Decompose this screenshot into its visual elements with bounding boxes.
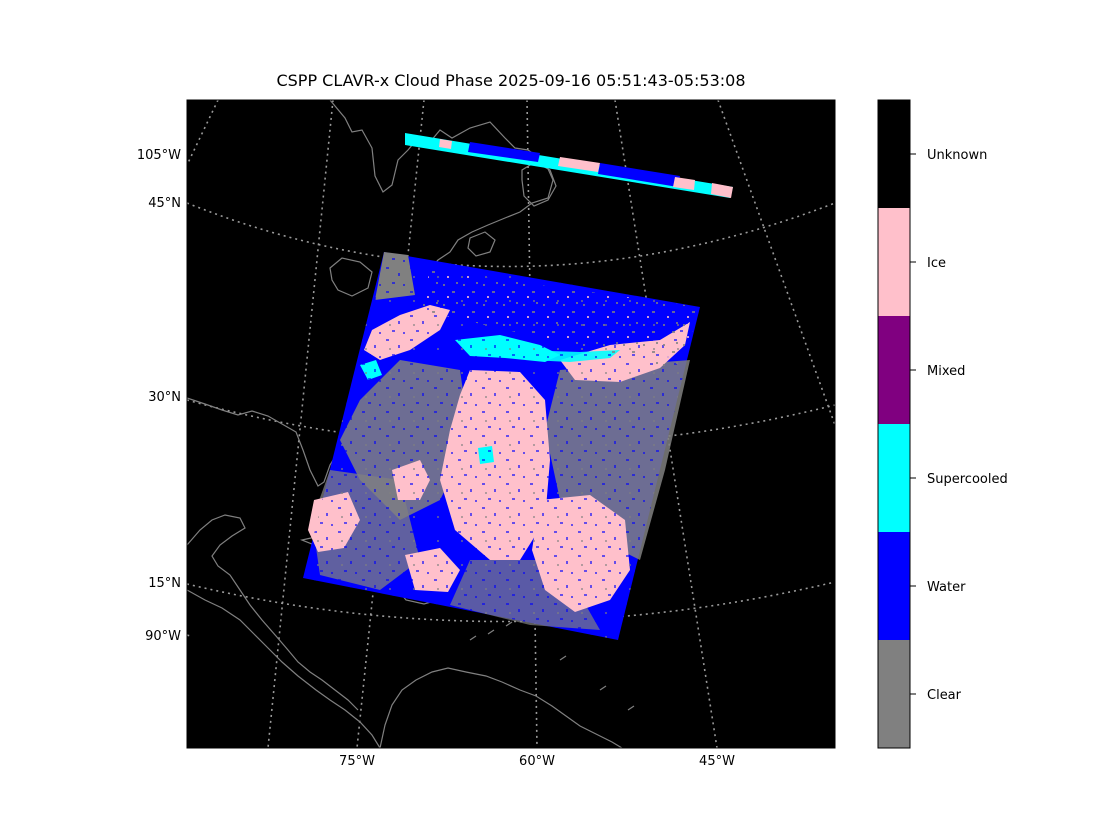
colorbar-segment-ice	[878, 208, 910, 316]
strip-ice	[673, 177, 695, 190]
colorbar-label-unknown: Unknown	[927, 148, 987, 163]
colorbar: Unknown Ice Mixed Supercooled Water Clea…	[877, 99, 1008, 749]
cloud-phase-strip	[405, 133, 733, 198]
map-panel	[186, 99, 836, 749]
colorbar-label-ice: Ice	[927, 256, 946, 271]
coastline-central-america	[187, 589, 381, 748]
colorbar-segment-water	[878, 532, 910, 640]
coastline-canada	[329, 100, 554, 299]
meridian-line	[614, 100, 718, 748]
colorbar-segment-clear	[878, 640, 910, 748]
left-label: 45°N	[148, 196, 181, 211]
strip-ice	[439, 139, 452, 149]
strip-water	[468, 142, 540, 162]
coastline-great-lakes	[329, 257, 373, 297]
coastline-south-america	[379, 667, 623, 748]
map-frame	[186, 99, 836, 749]
bottom-label: 45°W	[699, 754, 735, 769]
coastline-mexico	[187, 514, 359, 711]
colorbar-label-clear: Clear	[927, 688, 962, 703]
left-label: 105°W	[137, 148, 181, 163]
strip-water	[598, 163, 680, 187]
colorbar-segment-unknown	[878, 100, 910, 208]
swath-texture	[420, 270, 700, 370]
left-label: 15°N	[148, 576, 181, 591]
parallel-line	[187, 581, 835, 623]
bottom-labels: 75°W 60°W 45°W	[339, 754, 735, 769]
colorbar-label-water: Water	[927, 580, 966, 595]
strip-ice	[558, 157, 600, 172]
colorbar-label-mixed: Mixed	[927, 364, 965, 379]
coastline-antilles	[469, 621, 635, 711]
left-labels: 105°W 45°N 30°N 15°N 90°W	[137, 148, 181, 644]
meridian-line	[187, 100, 219, 166]
bottom-label: 75°W	[339, 754, 375, 769]
cloud-phase-swath	[303, 252, 700, 640]
meridian-line	[267, 100, 334, 748]
bottom-label: 60°W	[519, 754, 555, 769]
left-label: 30°N	[148, 390, 181, 405]
parallel-line	[187, 202, 835, 268]
coastline-nova-scotia	[467, 231, 496, 257]
left-label: 90°W	[145, 629, 181, 644]
colorbar-label-supercooled: Supercooled	[927, 472, 1008, 487]
strip-ice	[711, 183, 733, 198]
colorbar-frame	[877, 99, 911, 749]
colorbar-segment-mixed	[878, 316, 910, 424]
map-title: CSPP CLAVR-x Cloud Phase 2025-09-16 05:5…	[276, 71, 745, 90]
colorbar-segment-supercooled	[878, 424, 910, 532]
